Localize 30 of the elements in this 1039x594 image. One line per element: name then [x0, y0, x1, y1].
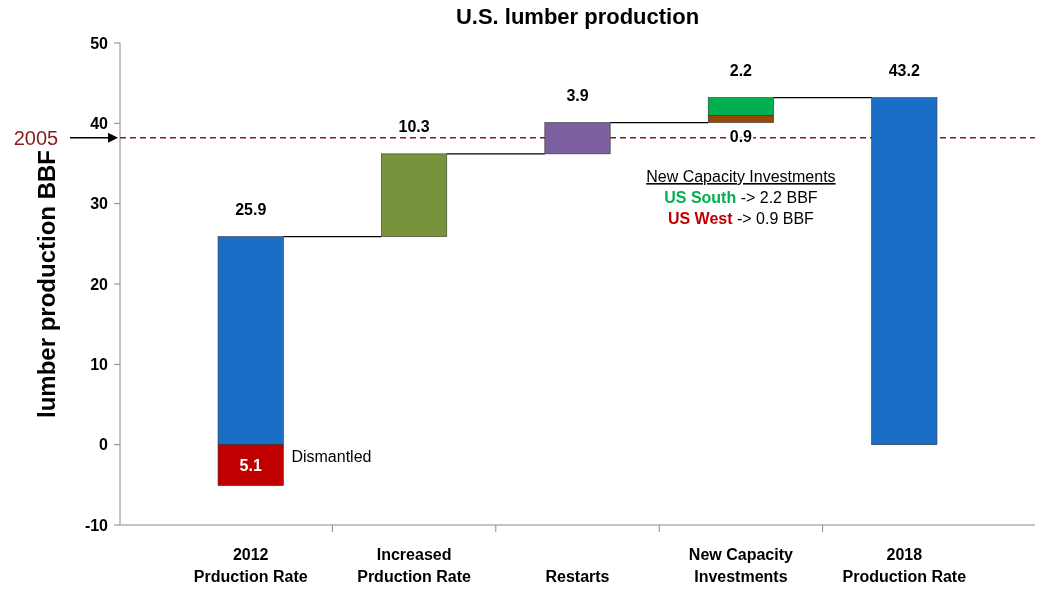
annotation: Dismantled: [291, 448, 372, 466]
chart-title: U.S. lumber production: [455, 4, 700, 29]
bar: [544, 122, 611, 155]
data-label: 5.1: [239, 456, 262, 474]
x-tick-label: Restarts: [545, 568, 610, 585]
annotation: US South: [664, 189, 737, 206]
data-label: 3.9: [566, 86, 589, 104]
y-tick-label: 0: [99, 436, 109, 454]
bar: [381, 153, 448, 237]
y-tick-label: 30: [90, 195, 109, 213]
annotation: New Capacity Investments: [646, 168, 836, 185]
data-label: 25.9: [235, 200, 267, 218]
y-tick-label: 20: [90, 275, 109, 293]
y-tick-label: 40: [90, 114, 109, 132]
x-tick-label: Increased Prduction Rate: [357, 546, 472, 585]
y-axis-title: lumber production BBF: [33, 150, 60, 418]
data-label: 43.2: [888, 61, 920, 79]
annotation: US West: [667, 210, 734, 227]
bar: [871, 97, 938, 445]
y-tick-label: 50: [90, 34, 109, 52]
x-tick-label: New Capacity Investments: [688, 546, 794, 585]
data-label: 2.2: [729, 61, 753, 79]
x-tick-label: 2012 Prduction Rate: [193, 546, 308, 585]
annotation: -> 2.2 BBF: [736, 189, 818, 206]
annotation: -> 0.9 BBF: [732, 210, 815, 227]
y-tick-label: 10: [90, 355, 109, 373]
x-tick-label: 2018 Production Rate: [842, 546, 967, 585]
y-tick-label: -10: [84, 516, 109, 534]
text: 2005: [13, 126, 59, 149]
data-label: 10.3: [398, 117, 430, 135]
